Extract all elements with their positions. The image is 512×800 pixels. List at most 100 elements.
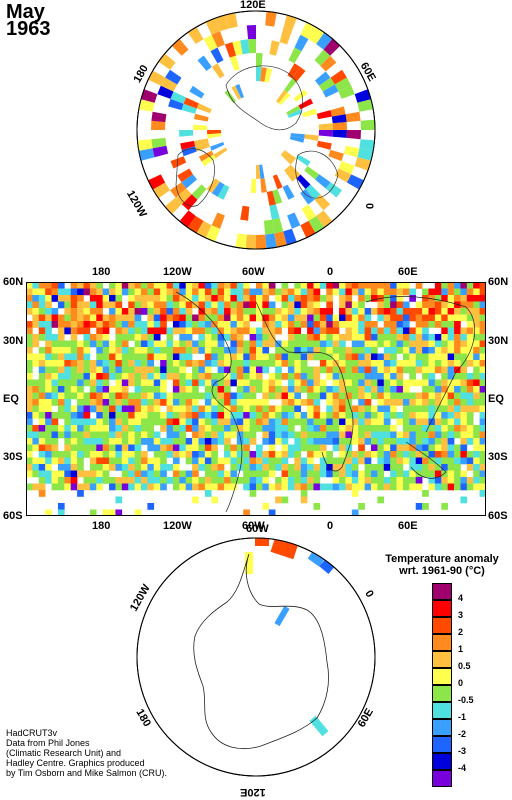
anomaly-cell — [319, 392, 327, 400]
anomaly-cell — [109, 405, 116, 413]
anomaly-cell — [26, 438, 33, 445]
anomaly-cell — [287, 418, 295, 426]
anomaly-cell — [287, 431, 295, 439]
anomaly-cell — [300, 220, 316, 238]
anomaly-cell — [185, 412, 193, 419]
anomaly-cell — [454, 483, 461, 491]
anomaly-cell — [70, 282, 78, 289]
anomaly-cell — [249, 477, 257, 484]
anomaly-cell — [89, 321, 97, 328]
anomaly-cell — [351, 392, 359, 400]
anomaly-cell — [70, 386, 78, 393]
anomaly-cell — [256, 340, 263, 348]
anomaly-cell — [38, 477, 46, 484]
anomaly-cell — [70, 470, 78, 478]
anomaly-cell — [64, 301, 72, 309]
anomaly-cell — [390, 308, 397, 315]
anomaly-cell — [230, 295, 238, 302]
anomaly-cell — [64, 386, 72, 393]
legend-label: 4 — [458, 593, 464, 603]
anomaly-cell — [96, 431, 103, 439]
anomaly-cell — [319, 282, 327, 289]
anomaly-cell — [26, 288, 33, 296]
anomaly-cell — [179, 282, 187, 289]
anomaly-cell — [236, 373, 244, 380]
anomaly-cell — [204, 314, 212, 322]
anomaly-cell — [211, 496, 218, 504]
anomaly-cell — [115, 288, 123, 296]
anomaly-cell — [409, 444, 417, 452]
anomaly-cell — [454, 321, 461, 328]
anomaly-cell — [230, 360, 238, 367]
anomaly-cell — [217, 327, 225, 335]
anomaly-cell — [243, 444, 250, 452]
anomaly-cell — [315, 174, 331, 189]
anomaly-cell — [236, 451, 244, 458]
anomaly-cell — [275, 386, 282, 393]
anomaly-cell — [272, 189, 283, 205]
anomaly-cell — [236, 282, 244, 289]
anomaly-cell — [390, 457, 397, 465]
anomaly-cell — [128, 438, 135, 445]
anomaly-cell — [307, 451, 314, 458]
anomaly-cell — [377, 334, 385, 341]
anomaly-cell — [383, 483, 391, 491]
anomaly-cell — [64, 483, 72, 491]
anomaly-cell — [115, 334, 123, 341]
anomaly-cell — [281, 399, 289, 406]
anomaly-cell — [243, 477, 250, 484]
anomaly-cell — [32, 444, 40, 452]
anomaly-cell — [109, 399, 116, 406]
anomaly-cell — [300, 295, 308, 302]
anomaly-cell — [287, 477, 295, 484]
anomaly-cell — [256, 288, 263, 296]
anomaly-cell — [326, 392, 333, 400]
anomaly-cell — [32, 353, 40, 361]
anomaly-cell — [102, 444, 110, 452]
anomaly-cell — [441, 347, 448, 354]
anomaly-cell — [371, 327, 378, 335]
anomaly-cell — [160, 483, 167, 491]
anomaly-cell — [96, 347, 103, 354]
anomaly-cell — [279, 28, 292, 45]
anomaly-cell — [236, 301, 244, 309]
anomaly-cell — [268, 386, 276, 393]
anomaly-cell — [38, 321, 46, 328]
anomaly-cell — [300, 399, 308, 406]
anomaly-cell — [319, 438, 327, 445]
anomaly-cell — [447, 288, 455, 296]
anomaly-cell — [243, 464, 250, 471]
anomaly-cell — [153, 431, 161, 439]
anomaly-cell — [51, 295, 59, 302]
anomaly-cell — [207, 130, 222, 135]
anomaly-cell — [428, 418, 436, 426]
anomaly-cell — [434, 392, 442, 400]
anomaly-cell — [38, 483, 46, 491]
anomaly-cell — [479, 457, 486, 465]
anomaly-cell — [32, 288, 40, 296]
anomaly-cell — [128, 314, 135, 322]
anomaly-cell — [351, 386, 359, 393]
anomaly-cell — [286, 105, 301, 116]
anomaly-cell — [166, 412, 174, 419]
anomaly-cell — [339, 347, 346, 354]
anomaly-cell — [225, 12, 238, 29]
anomaly-cell — [192, 295, 199, 302]
anomaly-cell — [364, 457, 372, 465]
anomaly-cell — [300, 22, 316, 40]
anomaly-cell — [70, 464, 78, 471]
anomaly-cell — [287, 327, 295, 335]
anomaly-cell — [313, 392, 321, 400]
anomaly-cell — [332, 314, 340, 322]
anomaly-cell — [109, 438, 116, 445]
anomaly-cell — [371, 340, 378, 348]
anomaly-cell — [278, 92, 291, 106]
anomaly-cell — [383, 457, 391, 465]
anomaly-cell — [115, 418, 123, 426]
anomaly-cell — [134, 405, 142, 413]
anomaly-cell — [236, 412, 244, 419]
anomaly-cell — [249, 301, 257, 309]
anomaly-cell — [64, 366, 72, 374]
anomaly-cell — [96, 288, 103, 296]
anomaly-cell — [26, 418, 33, 426]
